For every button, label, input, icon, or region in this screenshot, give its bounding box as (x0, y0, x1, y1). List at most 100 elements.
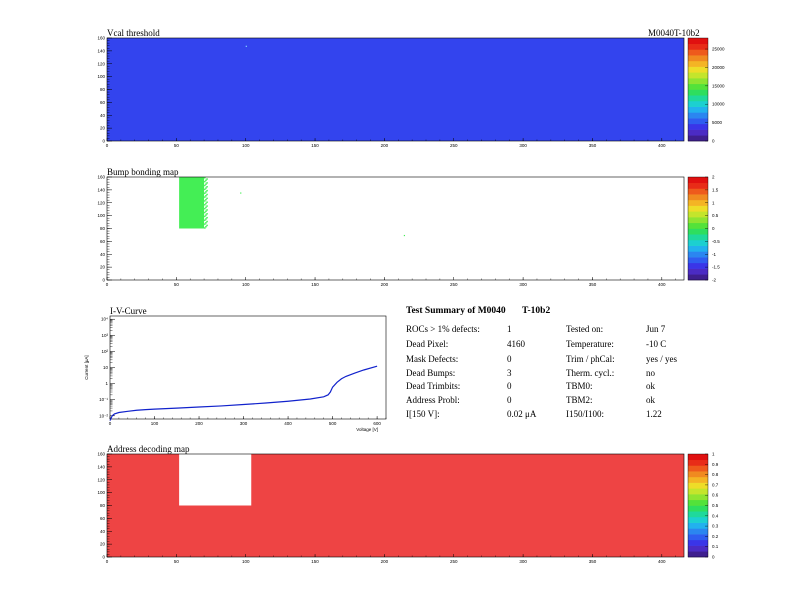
summary-label: TBM2: (566, 395, 593, 405)
edge-pixel (204, 177, 206, 179)
colorbar-cell (688, 239, 708, 246)
summary-label: I[150 V]: (406, 409, 440, 419)
colorbar-cell (688, 274, 708, 281)
summary-label: Trim / phCal: (566, 354, 615, 364)
edge-pixel (206, 213, 208, 215)
x-tick-label: 400 (658, 559, 666, 564)
edge-pixel (206, 178, 208, 180)
summary-value: no (646, 368, 655, 378)
y-tick-label: 0 (102, 555, 105, 560)
address-map-title: Address decoding map (107, 444, 190, 454)
colorbar-cell (688, 83, 708, 90)
x-tick-label: 0 (106, 559, 109, 564)
stray-pixel (240, 192, 242, 194)
summary-label: ROCs > 1% defects: (406, 324, 480, 334)
edge-pixel (204, 223, 206, 225)
x-tick-label: 100 (242, 282, 250, 287)
colorbar-cell (688, 539, 708, 546)
x-tick-label: 350 (589, 282, 597, 287)
colorbar-cell (688, 488, 708, 495)
x-tick-label: 0 (106, 143, 109, 148)
x-tick-label: 300 (240, 421, 248, 426)
y-tick-label: 10³ (101, 333, 108, 338)
x-tick-label: 100 (242, 559, 250, 564)
y-tick-label: 40 (100, 529, 106, 534)
stray-pixel (245, 45, 247, 47)
colorbar-cell (688, 476, 708, 483)
x-tick-label: 0 (106, 282, 109, 287)
colorbar-cell (688, 228, 708, 235)
x-tick-label: 100 (242, 143, 250, 148)
x-tick-label: 200 (381, 143, 389, 148)
colorbar-cell (688, 78, 708, 85)
colorbar-label: 2 (712, 175, 715, 180)
edge-pixel (204, 188, 206, 191)
x-tick-label: 300 (519, 143, 527, 148)
y-tick-label: 40 (100, 113, 106, 118)
colorbar-label: 0.6 (712, 493, 719, 498)
colorbar-cell (688, 471, 708, 478)
edge-pixel (204, 192, 206, 194)
colorbar-cell (688, 194, 708, 201)
y-tick-label: 20 (100, 265, 106, 270)
bump-map-title: Bump bonding map (107, 167, 179, 177)
colorbar-cell (688, 72, 708, 79)
summary-label: Dead Trimbits: (406, 381, 461, 391)
x-tick-label: 250 (450, 282, 458, 287)
colorbar-label: 0.2 (712, 534, 719, 539)
colorbar-cell (688, 459, 708, 466)
colorbar-cell (688, 499, 708, 506)
vcal-map-title: Vcal threshold (107, 28, 160, 38)
y-tick-label: 120 (97, 61, 105, 66)
summary-value: ok (646, 395, 655, 405)
edge-pixel (204, 211, 206, 214)
edge-pixel (205, 179, 207, 182)
y-tick-label: 40 (100, 252, 106, 257)
summary-value: 0 (507, 354, 512, 364)
summary-label: Dead Bumps: (406, 368, 456, 378)
summary-value: Jun 7 (646, 324, 666, 334)
y-tick-label: 80 (100, 226, 106, 231)
colorbar-label: 0.1 (712, 544, 719, 549)
colorbar-label: 0 (712, 226, 715, 231)
summary-title-module: Test Summary of M0040 (406, 306, 506, 316)
colorbar-cell (688, 49, 708, 56)
edge-pixel (205, 198, 207, 201)
x-tick-label: 0 (109, 421, 112, 426)
module-id-label: M0040T-10b2 (648, 28, 700, 38)
colorbar-cell (688, 511, 708, 518)
x-tick-label: 200 (381, 282, 389, 287)
summary-label: TBM0: (566, 381, 593, 391)
y-tick-label: 160 (97, 175, 105, 180)
x-tick-label: 400 (658, 143, 666, 148)
edge-pixel (206, 197, 208, 200)
colorbar-cell (688, 89, 708, 96)
colorbar-cell (688, 268, 708, 275)
colorbar-cell (688, 38, 708, 45)
colorbar-cell (688, 505, 708, 512)
edge-pixel (206, 201, 208, 203)
address-decoding-map: 0 50 100 150 200 250 300 350 400 0 20 40 60 80 100 120 1… (97, 452, 718, 565)
colorbar-cell (688, 528, 708, 535)
edge-pixel (204, 215, 206, 218)
y-tick-label: 60 (100, 239, 106, 244)
edge-pixel (204, 219, 206, 221)
colorbar-cell (688, 135, 708, 142)
colorbar-border (687, 37, 709, 142)
colorbar-label: -2 (712, 278, 716, 283)
colorbar-cell (688, 262, 708, 269)
colorbar-cell (688, 106, 708, 113)
edge-pixel (206, 193, 208, 196)
summary-value: -10 C (646, 339, 667, 349)
summary-value: ok (646, 381, 655, 391)
colorbar-cell (688, 66, 708, 73)
x-tick-label: 300 (519, 282, 527, 287)
y-tick-label: 1 (105, 381, 108, 386)
edge-pixel (205, 206, 207, 209)
empty-region (179, 454, 252, 506)
y-tick-label: 20 (100, 542, 106, 547)
edge-pixel (204, 200, 206, 202)
colorbar-label: 0.5 (712, 503, 719, 508)
x-tick-label: 350 (589, 559, 597, 564)
